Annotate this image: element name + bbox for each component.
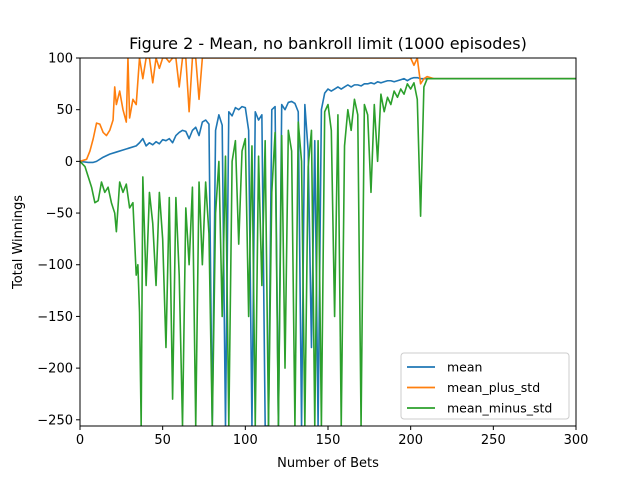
legend: mean mean_plus_std mean_minus_std (400, 352, 570, 420)
x-tick-label: 300 (564, 433, 589, 448)
y-tick-label: −150 (37, 310, 73, 325)
y-tick-label: 50 (56, 103, 73, 118)
x-axis: 0 50 100 150 200 250 300 (76, 426, 589, 448)
legend-label-mean-plus-std: mean_plus_std (447, 380, 540, 395)
series-line-mean-minus-std (80, 77, 576, 426)
legend-label-mean-minus-std: mean_minus_std (447, 401, 552, 416)
y-tick-label: −100 (37, 258, 73, 273)
series-line-mean-plus-std (80, 58, 576, 163)
x-tick-label: 200 (398, 433, 423, 448)
x-tick-label: 250 (481, 433, 506, 448)
x-tick-label: 0 (76, 433, 84, 448)
legend-label-mean: mean (447, 360, 482, 375)
y-tick-label: 100 (48, 52, 73, 67)
chart-title: Figure 2 - Mean, no bankroll limit (1000… (129, 34, 527, 53)
x-axis-label: Number of Bets (277, 456, 379, 471)
x-tick-label: 50 (154, 433, 171, 448)
legend-box (400, 352, 570, 420)
x-tick-label: 100 (233, 433, 258, 448)
y-tick-label: −50 (46, 207, 73, 222)
y-tick-label: 0 (65, 155, 73, 170)
y-tick-label: −250 (37, 413, 73, 428)
y-axis: 100 50 0 −50 −100 −150 −200 −250 (37, 52, 80, 428)
y-axis-label: Total Winnings (11, 195, 26, 290)
x-tick-label: 150 (316, 433, 341, 448)
series-layer (80, 58, 576, 426)
y-tick-label: −200 (37, 362, 73, 377)
